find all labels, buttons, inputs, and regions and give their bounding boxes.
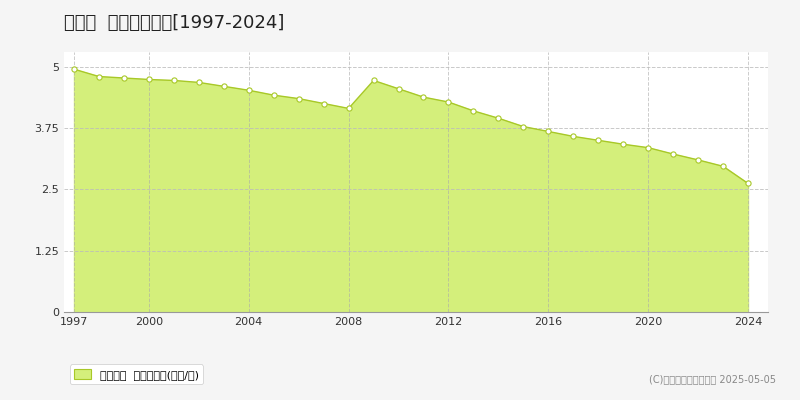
Point bbox=[218, 83, 230, 90]
Point bbox=[742, 180, 754, 187]
Text: 足寄町  基準地価推移[1997-2024]: 足寄町 基準地価推移[1997-2024] bbox=[64, 14, 284, 32]
Point bbox=[167, 77, 180, 84]
Point bbox=[292, 96, 305, 102]
Point bbox=[318, 100, 330, 107]
Point bbox=[592, 137, 605, 144]
Point bbox=[193, 79, 206, 86]
Point bbox=[666, 151, 679, 157]
Legend: 基準地価  平均坪単価(万円/坪): 基準地価 平均坪単価(万円/坪) bbox=[70, 364, 203, 384]
Point bbox=[118, 75, 130, 81]
Point bbox=[442, 99, 455, 105]
Point bbox=[492, 115, 505, 122]
Point bbox=[542, 128, 554, 135]
Point bbox=[467, 108, 480, 114]
Point bbox=[142, 76, 155, 83]
Point bbox=[242, 87, 255, 94]
Point bbox=[417, 94, 430, 100]
Point bbox=[392, 86, 405, 92]
Point bbox=[642, 144, 654, 151]
Point bbox=[692, 157, 705, 163]
Point bbox=[342, 105, 355, 112]
Point bbox=[617, 141, 630, 148]
Text: (C)土地価格ドットコム 2025-05-05: (C)土地価格ドットコム 2025-05-05 bbox=[649, 374, 776, 384]
Point bbox=[67, 66, 80, 72]
Point bbox=[567, 133, 580, 140]
Point bbox=[367, 77, 380, 84]
Point bbox=[717, 163, 730, 170]
Point bbox=[267, 92, 280, 98]
Point bbox=[517, 123, 530, 130]
Point bbox=[93, 73, 106, 80]
